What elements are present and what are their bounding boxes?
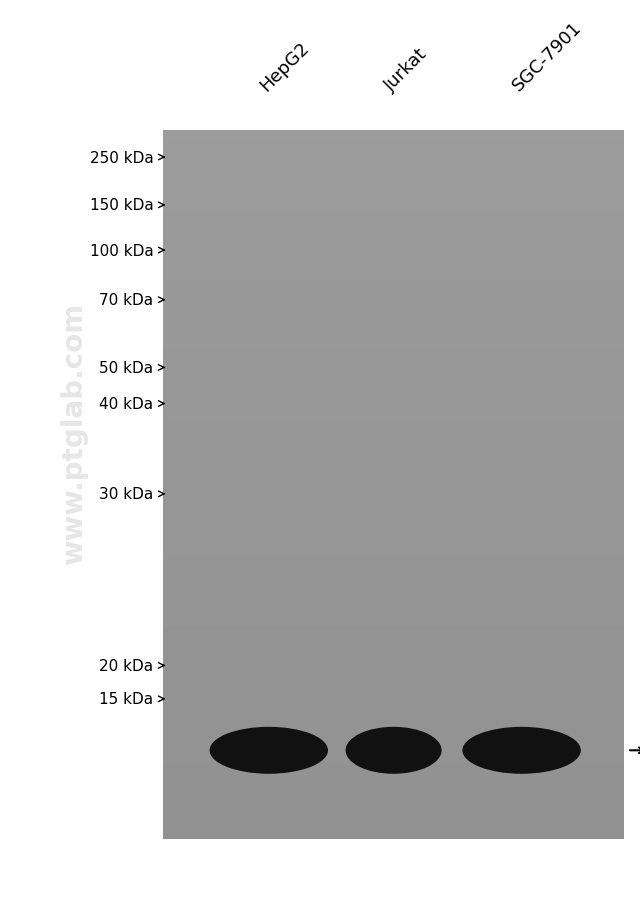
Text: Jurkat: Jurkat — [381, 45, 431, 95]
Text: 30 kDa: 30 kDa — [99, 487, 154, 502]
Text: 15 kDa: 15 kDa — [99, 692, 154, 706]
Text: 100 kDa: 100 kDa — [90, 244, 154, 258]
Text: 150 kDa: 150 kDa — [90, 198, 154, 213]
Text: 50 kDa: 50 kDa — [99, 361, 154, 375]
Text: www.ptglab.com: www.ptglab.com — [60, 302, 88, 564]
Text: 250 kDa: 250 kDa — [90, 151, 154, 165]
Text: 70 kDa: 70 kDa — [99, 293, 154, 308]
Text: SGC-7901: SGC-7901 — [509, 19, 585, 95]
Text: 20 kDa: 20 kDa — [99, 658, 154, 673]
Text: HepG2: HepG2 — [256, 39, 312, 95]
Ellipse shape — [346, 727, 442, 774]
Ellipse shape — [462, 727, 581, 774]
Ellipse shape — [210, 727, 328, 774]
Text: 40 kDa: 40 kDa — [99, 397, 154, 411]
